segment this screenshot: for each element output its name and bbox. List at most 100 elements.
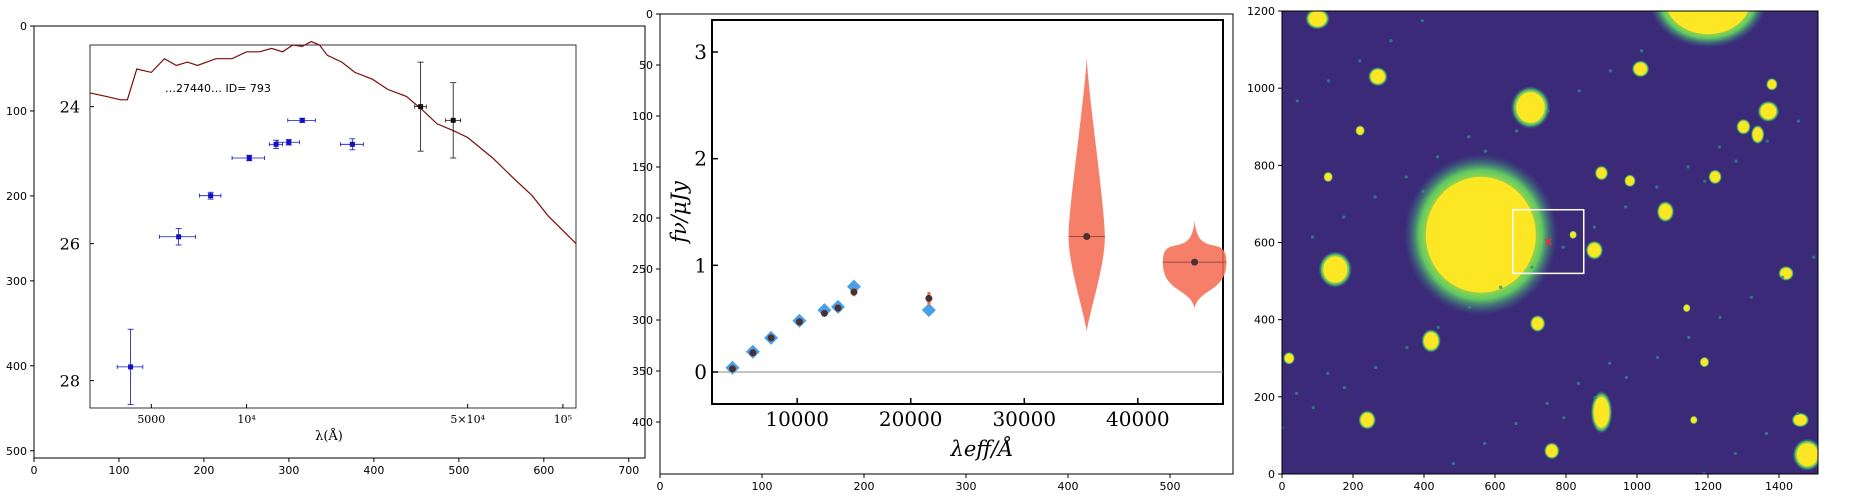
bright-source bbox=[1738, 120, 1749, 133]
violin-median-point bbox=[1083, 233, 1091, 241]
y-tick-label: 100 bbox=[6, 105, 27, 118]
faint-source bbox=[1515, 129, 1519, 133]
faint-source bbox=[1451, 461, 1456, 466]
bright-source bbox=[1683, 305, 1690, 312]
faint-source bbox=[1295, 99, 1299, 103]
faint-source bbox=[1780, 275, 1785, 279]
x-tick-label: 0 bbox=[31, 464, 38, 477]
faint-source bbox=[1546, 109, 1550, 113]
y-tick-label: 100 bbox=[632, 110, 653, 123]
x-tick-label: 400 bbox=[1414, 480, 1435, 493]
faint-source bbox=[1577, 89, 1581, 93]
faint-source bbox=[1624, 375, 1628, 380]
panel-3: 0 200 400 600 800 1000 1200 1400 0 200 400 600 800 10… bbox=[1247, 5, 1819, 493]
x-tick-label: 1000 bbox=[1623, 480, 1651, 493]
faint-source bbox=[1311, 406, 1315, 410]
data-point bbox=[273, 141, 279, 147]
data-point bbox=[418, 104, 424, 110]
faint-source bbox=[1483, 441, 1487, 446]
faint-source bbox=[1404, 175, 1408, 179]
inner-plot-frame bbox=[711, 19, 1224, 405]
faint-source bbox=[1294, 391, 1299, 395]
observed-flux-point bbox=[820, 309, 828, 317]
x-tick-label: 200 bbox=[193, 464, 214, 477]
faint-source bbox=[1608, 69, 1612, 73]
x-tick-label: 1400 bbox=[1765, 480, 1793, 493]
faint-source bbox=[1608, 361, 1612, 365]
faint-source bbox=[1435, 155, 1440, 159]
bright-source bbox=[1752, 127, 1763, 142]
faint-source bbox=[1545, 401, 1549, 405]
faint-source bbox=[1655, 355, 1660, 360]
inner-x-axis-label: λ(Å) bbox=[315, 428, 343, 444]
panel-frame bbox=[659, 13, 1234, 475]
y-tick-label: 800 bbox=[1254, 159, 1275, 172]
data-point bbox=[299, 117, 305, 123]
y-tick-label: 250 bbox=[632, 263, 653, 276]
bright-source bbox=[1425, 176, 1536, 293]
violin-median-point bbox=[1191, 258, 1199, 266]
bright-source bbox=[1370, 69, 1385, 84]
observed-flux-point bbox=[728, 365, 736, 373]
inner-y-tick-label: 28 bbox=[60, 372, 80, 391]
bright-source bbox=[1516, 92, 1545, 123]
observed-flux-point bbox=[850, 288, 858, 296]
panel-2: 0 100 200 300 400 500 0 50 100 150 200 250 300 350 400… bbox=[632, 8, 1234, 493]
faint-source bbox=[1358, 59, 1362, 63]
bright-source bbox=[1360, 413, 1374, 427]
y-tick-label: 1000 bbox=[1247, 82, 1275, 95]
faint-source bbox=[1499, 285, 1503, 289]
faint-source bbox=[1703, 179, 1707, 183]
y-tick-label: 350 bbox=[632, 365, 653, 378]
inner-x-tick-label: 5×10⁴ bbox=[450, 413, 485, 426]
model-spectrum-line bbox=[89, 40, 577, 245]
data-point bbox=[176, 234, 182, 240]
bright-source bbox=[1531, 317, 1544, 330]
faint-source bbox=[1452, 169, 1456, 173]
bright-source bbox=[1700, 358, 1708, 366]
x-tick-label: 200 bbox=[1343, 480, 1364, 493]
bright-source bbox=[1588, 243, 1601, 258]
x-tick-label: 600 bbox=[533, 464, 554, 477]
bright-source bbox=[1667, 11, 1749, 35]
faint-source bbox=[1671, 29, 1675, 33]
bright-source bbox=[1625, 176, 1635, 186]
faint-source bbox=[1326, 79, 1331, 83]
inner-x-tick-label: 10⁴ bbox=[237, 413, 256, 426]
faint-source bbox=[1436, 325, 1440, 329]
x-tick-label: 700 bbox=[618, 464, 639, 477]
faint-source bbox=[1374, 365, 1378, 370]
bright-source bbox=[1767, 79, 1777, 89]
y-tick-label: 400 bbox=[1254, 314, 1275, 327]
faint-source bbox=[1624, 205, 1628, 209]
faint-source bbox=[1467, 135, 1471, 139]
data-point bbox=[349, 141, 355, 147]
x-tick-label: 200 bbox=[854, 480, 875, 493]
data-point bbox=[246, 155, 252, 161]
faint-source bbox=[1655, 185, 1659, 189]
observed-flux-point bbox=[834, 304, 842, 312]
x-tick-label: 1200 bbox=[1694, 480, 1722, 493]
x-tick-label: 400 bbox=[1058, 480, 1079, 493]
data-point bbox=[286, 139, 292, 145]
y-tick-label: 0 bbox=[1268, 468, 1275, 481]
observed-flux-point bbox=[795, 318, 803, 326]
x-tick-label: 300 bbox=[278, 464, 299, 477]
faint-source bbox=[1718, 315, 1722, 319]
faint-source bbox=[1514, 421, 1518, 426]
inner-x-tick-label: 10000 bbox=[765, 407, 829, 431]
faint-source bbox=[1765, 139, 1769, 143]
bright-source bbox=[1308, 11, 1327, 27]
flux-posterior-violin bbox=[1068, 57, 1105, 332]
bright-source bbox=[1634, 62, 1647, 76]
faint-source bbox=[1812, 255, 1816, 259]
bright-source bbox=[1596, 167, 1607, 179]
bright-source bbox=[1659, 203, 1672, 220]
faint-source bbox=[1686, 165, 1690, 169]
faint-source bbox=[1467, 305, 1472, 309]
bright-source bbox=[1760, 103, 1777, 120]
inner-x-tick-label: 20000 bbox=[879, 407, 943, 431]
model-flux-diamond bbox=[846, 279, 861, 294]
bright-source bbox=[1690, 416, 1697, 424]
faint-source bbox=[1749, 295, 1753, 299]
